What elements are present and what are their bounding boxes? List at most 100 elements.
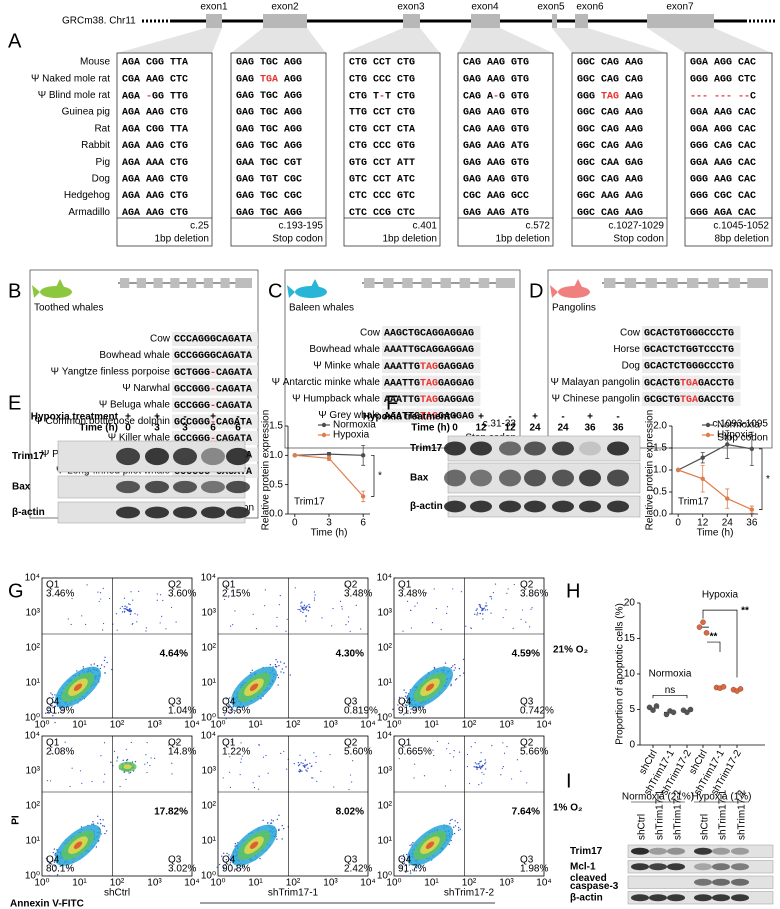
group-label: Toothed whales <box>34 303 104 314</box>
quadrant-name: Q1 <box>398 580 412 591</box>
gene-exon <box>604 278 616 288</box>
cell-dot <box>305 769 307 771</box>
cell-dot <box>146 762 149 764</box>
sequence: GGA AGG CAC <box>690 58 756 69</box>
cell-dot <box>232 706 234 708</box>
cell-dot <box>449 819 452 822</box>
sequence: GAG TGC AGG <box>236 208 302 219</box>
group-label: Hypoxia <box>702 590 739 601</box>
cell-dot <box>234 710 237 712</box>
cell-dot <box>313 597 316 599</box>
y-tick-label: 10² <box>378 801 393 812</box>
replicate-dot <box>720 684 727 690</box>
cell-dot <box>90 664 92 666</box>
quadrant-name: Q3 <box>344 855 358 866</box>
cell-dot <box>224 864 226 866</box>
cell-dot <box>283 750 285 753</box>
cell-dot <box>304 759 307 761</box>
cell-dot <box>421 706 424 708</box>
cell-dot <box>331 625 333 627</box>
cell-dot <box>482 764 484 767</box>
animal-icon <box>558 286 590 298</box>
data-point <box>700 476 705 481</box>
sequence-shade <box>382 408 481 423</box>
condition-label: 21% O₂ <box>553 645 588 656</box>
cell-dot <box>425 592 428 594</box>
x-tick-label: 10⁰ <box>34 878 49 889</box>
sequence-part: GAG <box>236 74 260 85</box>
sequence: GAG AAG ATG <box>463 208 529 219</box>
cell-dot <box>103 742 106 744</box>
sequence-part: - <box>493 91 499 102</box>
exon-label: exon7 <box>666 2 694 13</box>
cell-dot <box>307 610 310 612</box>
cell-dot <box>480 767 482 769</box>
cell-dot <box>491 745 493 747</box>
cell-dot <box>454 825 457 827</box>
cell-dot <box>298 770 300 773</box>
cell-dot <box>235 868 237 870</box>
cell-dot <box>315 761 317 764</box>
cell-dot <box>227 706 230 709</box>
cell-dot <box>240 868 242 870</box>
cell-dot <box>223 598 226 601</box>
time-value: 0 <box>452 423 458 434</box>
sequence-part: AGA <box>122 91 146 102</box>
sequence-part: TAG <box>601 91 619 102</box>
band <box>444 500 466 513</box>
cell-dot <box>226 852 228 855</box>
replicate-dot <box>663 711 670 718</box>
cell-dot <box>62 708 64 710</box>
sequence: CTG CCC GTG <box>349 141 415 152</box>
cell-dot <box>170 606 173 609</box>
cell-dot <box>258 744 260 746</box>
band-label: Trim17 <box>570 846 603 857</box>
cell-dot <box>501 767 503 769</box>
y-tick-label: 10⁰ <box>377 713 392 724</box>
cell-dot <box>459 828 461 830</box>
gene-exon <box>364 278 375 288</box>
cell-dot <box>52 701 55 703</box>
cell-dot <box>476 614 478 616</box>
x-tick-label: 10¹ <box>248 878 263 889</box>
band <box>499 441 521 456</box>
cell-dot <box>165 628 167 630</box>
sequence-part: AAATTG <box>384 395 420 406</box>
sequence: GCGCTGTGAGACCTG <box>644 395 734 406</box>
cell-dot <box>168 744 170 746</box>
sequence: GCCGGG-CAGATA <box>174 417 252 428</box>
cell-dot <box>223 866 225 869</box>
x-tick-label: 10² <box>110 720 125 731</box>
y-tick-label: 10² <box>202 643 217 654</box>
sequence: GGG TAG AAG <box>577 91 643 102</box>
sequence: AAATTGTAGGAGGAG <box>384 395 474 406</box>
cell-dot <box>250 671 252 674</box>
band <box>524 441 546 456</box>
cell-dot <box>228 697 231 699</box>
cell-dot <box>239 774 241 776</box>
species-name: Pig <box>96 157 110 168</box>
cell-dot <box>398 758 400 760</box>
cell-dot <box>67 618 69 620</box>
species-name: Horse <box>613 344 640 355</box>
band <box>499 469 521 487</box>
sequence: AAATTGTAGGAGGAG <box>384 411 474 422</box>
sequence-shade <box>172 348 258 363</box>
cell-dot <box>453 826 455 828</box>
sequence-shade <box>172 398 258 412</box>
y-axis-label: Relative protein expression <box>645 410 656 531</box>
significance-mark: ns <box>665 685 676 696</box>
treatment-sign: + <box>125 412 131 423</box>
time-value: 12 <box>504 423 516 434</box>
sequence-shade <box>382 375 481 390</box>
cell-dot <box>300 762 302 764</box>
quadrant-name: Q3 <box>344 697 358 708</box>
quadrant-name: Q4 <box>222 855 236 866</box>
cell-dot <box>92 821 94 823</box>
cell-dot <box>227 596 229 598</box>
band <box>694 847 712 855</box>
cell-dot <box>159 594 162 596</box>
exon-label: exon5 <box>537 2 565 13</box>
cell-dot <box>283 672 285 674</box>
